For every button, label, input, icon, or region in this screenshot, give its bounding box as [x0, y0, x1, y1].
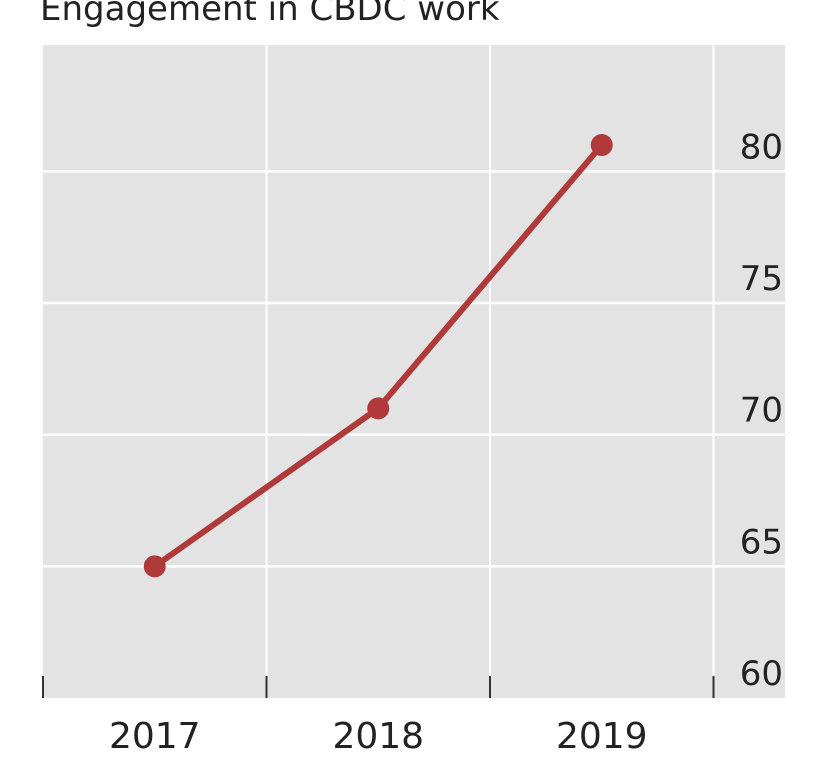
point: [143, 555, 166, 578]
x-tick-label: 2017: [109, 716, 201, 757]
chart-title: Engagement in CBDC work: [40, 0, 500, 29]
point: [590, 134, 613, 157]
point: [367, 397, 390, 420]
y-tick-label: 75: [740, 259, 783, 299]
y-tick-label: 60: [740, 654, 783, 694]
plot-background: [43, 45, 785, 698]
x-tick-label: 2018: [332, 716, 424, 757]
y-tick-label: 65: [740, 522, 783, 562]
y-tick-label: 70: [740, 391, 783, 431]
x-tick-label: 2019: [556, 716, 648, 757]
y-tick-label: 80: [740, 127, 783, 167]
